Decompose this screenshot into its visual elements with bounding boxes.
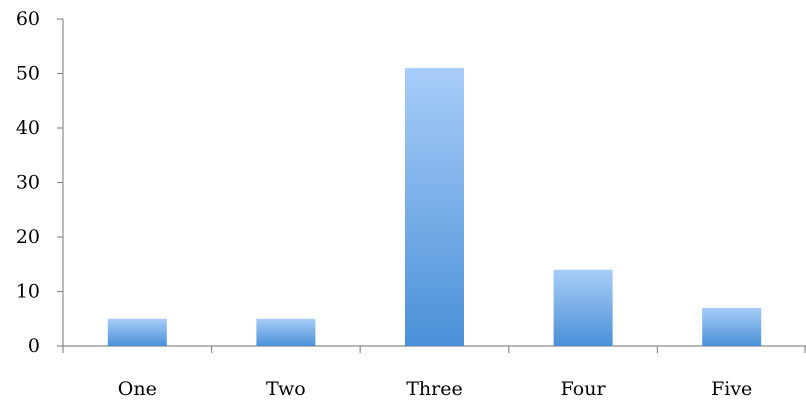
bars [107,68,762,347]
y-tick-label: 20 [16,226,40,248]
y-axis: 0 10 20 30 40 50 60 [16,8,64,357]
bar-two [256,318,316,346]
y-tick-label: 40 [16,117,40,139]
y-tick-label: 0 [28,335,40,357]
x-tick-label: Five [711,378,752,400]
y-tick-label: 30 [16,172,40,194]
y-tick-label: 10 [16,281,40,303]
bar-five [702,307,762,346]
y-tick-label: 50 [16,63,40,85]
bar-four [553,269,613,346]
x-axis: One Two Three Four Five [62,345,806,400]
x-tick-label: Three [406,378,462,400]
x-tick-label: Two [266,378,306,400]
x-tick-label: One [118,378,157,400]
bar-one [107,318,167,346]
bar-three [405,68,464,347]
x-tick-label: Four [561,378,607,400]
y-tick-label: 60 [16,8,40,30]
